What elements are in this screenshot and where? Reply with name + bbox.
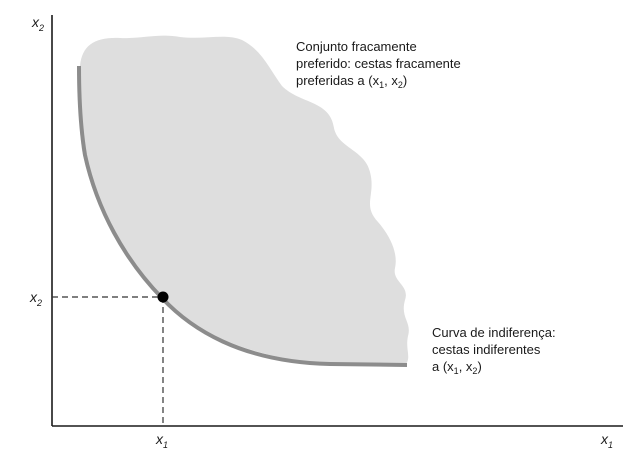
y-tick-label: x2 bbox=[29, 289, 42, 308]
indifference-label-line2: cestas indiferentes bbox=[432, 342, 541, 357]
indifference-label-line1: Curva de indiferença: bbox=[432, 325, 556, 340]
preferred-set-label-line1: Conjunto fracamente bbox=[296, 39, 417, 54]
indifference-curve bbox=[77, 65, 408, 367]
y-axis-label: x2 bbox=[31, 14, 44, 33]
bundle-point bbox=[157, 291, 169, 303]
x-axis-label: x1 bbox=[600, 431, 613, 450]
preferred-set-label-line3: preferidas a (x1, x2) bbox=[296, 73, 407, 90]
x-tick-label: x1 bbox=[155, 431, 168, 450]
weakly-preferred-region bbox=[79, 35, 409, 366]
preferred-set-label-line2: preferido: cestas fracamente bbox=[296, 56, 461, 71]
indifference-label-line3: a (x1, x2) bbox=[432, 359, 482, 376]
